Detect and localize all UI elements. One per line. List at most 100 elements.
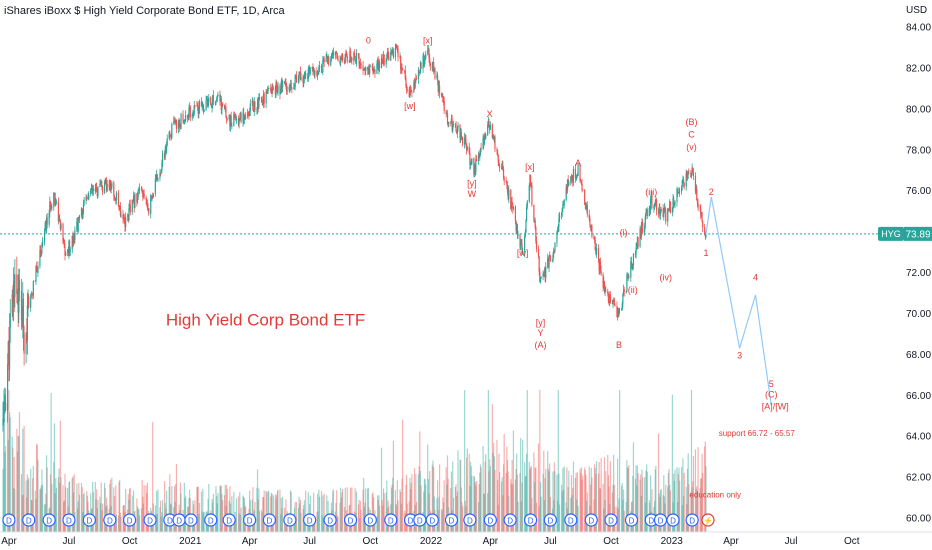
volume-bar	[572, 487, 574, 532]
candle-body	[7, 364, 9, 411]
candle-body	[406, 89, 408, 91]
candle-body	[489, 126, 491, 130]
candle-body	[405, 78, 407, 86]
candle-body	[222, 103, 224, 105]
volume-bar	[590, 467, 592, 532]
candle-body	[572, 168, 575, 183]
candle-body	[49, 201, 51, 213]
candle-body	[450, 118, 453, 123]
candle-body	[493, 136, 495, 140]
volume-bar	[317, 511, 319, 532]
candle-body	[196, 105, 199, 107]
candle-body	[558, 218, 560, 227]
volume-bar	[400, 503, 402, 532]
candle-body	[494, 136, 496, 150]
volume-bar	[137, 509, 139, 532]
candle-body	[26, 305, 29, 341]
candle-body	[535, 227, 537, 242]
volume-bar	[122, 506, 124, 532]
volume-bar	[636, 485, 638, 532]
dividend-marker	[22, 513, 36, 527]
price-axis-panel[interactable]	[896, 0, 932, 532]
last-price-badge: HYG 73.89	[878, 226, 932, 241]
candle-body	[404, 70, 406, 71]
candle-body	[214, 102, 216, 104]
candle-body	[200, 101, 203, 107]
volume-bar	[113, 496, 116, 532]
volume-bar	[576, 472, 579, 532]
volume-bar	[646, 471, 648, 532]
candle-body	[262, 99, 264, 104]
volume-bar	[136, 506, 139, 532]
candle-body	[266, 91, 268, 94]
volume-bar	[72, 476, 74, 532]
candle-body	[650, 199, 652, 211]
candle-body	[673, 198, 675, 206]
candle-body	[53, 192, 56, 194]
candle-body	[150, 195, 152, 214]
candle-body	[323, 58, 325, 62]
x-tick-label: Jul	[63, 536, 76, 547]
volume-bar	[496, 440, 498, 532]
volume-bar	[281, 508, 283, 532]
volume-bar	[282, 496, 284, 532]
candle-body	[382, 54, 385, 64]
volume-bar	[378, 505, 381, 532]
candle-body	[433, 61, 435, 72]
volume-bar	[68, 481, 70, 532]
volume-bar	[462, 506, 464, 532]
volume-bar	[517, 501, 519, 532]
volume-bar	[78, 482, 80, 532]
wave-label: (C)	[765, 389, 778, 399]
candle-body	[25, 334, 27, 354]
candle-body	[316, 70, 318, 76]
candle-body	[609, 294, 611, 303]
volume-bar	[431, 464, 433, 532]
candle-body	[43, 230, 46, 243]
volume-bar	[239, 492, 241, 532]
candle-body	[632, 253, 635, 266]
volume-bar	[557, 500, 559, 532]
candle-body	[331, 53, 333, 57]
candle-body	[180, 114, 182, 129]
dividend-marker	[204, 513, 218, 527]
candle-body	[225, 116, 228, 119]
volume-bar	[9, 417, 11, 532]
volume-bar	[340, 497, 342, 532]
candle-body	[321, 72, 323, 73]
volume-bar	[198, 513, 200, 532]
volume-bar	[216, 503, 218, 532]
candle-body	[5, 402, 7, 411]
dividend-marker-label: D	[247, 517, 253, 526]
candle-body	[446, 113, 448, 114]
candle-body	[146, 203, 149, 208]
candle-body	[294, 76, 296, 88]
dividend-marker	[463, 513, 477, 527]
candle-body	[320, 65, 323, 73]
candle-body	[45, 217, 48, 231]
volume-bar	[5, 446, 7, 532]
candle-body	[475, 159, 478, 161]
candle-body	[28, 296, 30, 308]
candle-body	[81, 208, 83, 219]
volume-bars	[2, 390, 707, 532]
candle-body	[101, 187, 104, 193]
volume-bar	[562, 489, 565, 532]
candle-body	[211, 103, 213, 108]
candle-body	[258, 97, 260, 108]
volume-bar	[623, 510, 625, 532]
dividend-marker-label: D	[188, 517, 194, 526]
candle-body	[450, 121, 452, 123]
candle-body	[191, 114, 193, 118]
wave-label: (ii)	[628, 285, 638, 295]
candle-body	[316, 74, 319, 76]
candle-body	[631, 265, 633, 270]
candle-body	[617, 309, 619, 318]
volume-bar	[595, 461, 598, 532]
candle-body	[169, 132, 171, 137]
candle-body	[309, 67, 311, 74]
candle-body	[593, 238, 596, 240]
candle-body	[427, 49, 429, 51]
volume-bar	[45, 455, 48, 532]
